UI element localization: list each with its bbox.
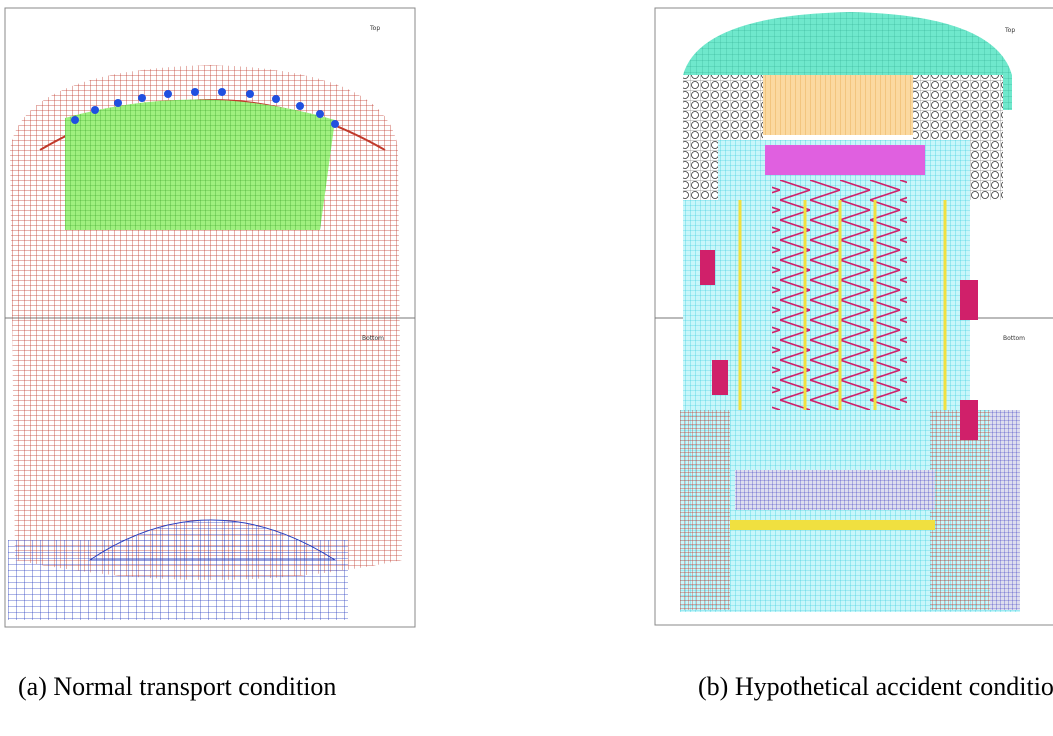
panel-a: Top Bottom [5,8,415,627]
top-label: Top [1004,27,1015,34]
top-label: Top [369,25,380,32]
caption: (a) Normal transport condition [18,672,336,702]
mesh-figures: Top Bottom Top Bottom [0,0,1053,736]
figure: Top Bottom Top Bottom (a) Normal transpo… [0,0,1053,736]
bottom-label: Bottom [1003,335,1025,342]
panel-b: Top Bottom [655,8,1053,625]
lid [65,99,335,230]
bottom-label: Bottom [362,335,384,342]
caption: (b) Hypothetical accident condition [698,672,1053,702]
